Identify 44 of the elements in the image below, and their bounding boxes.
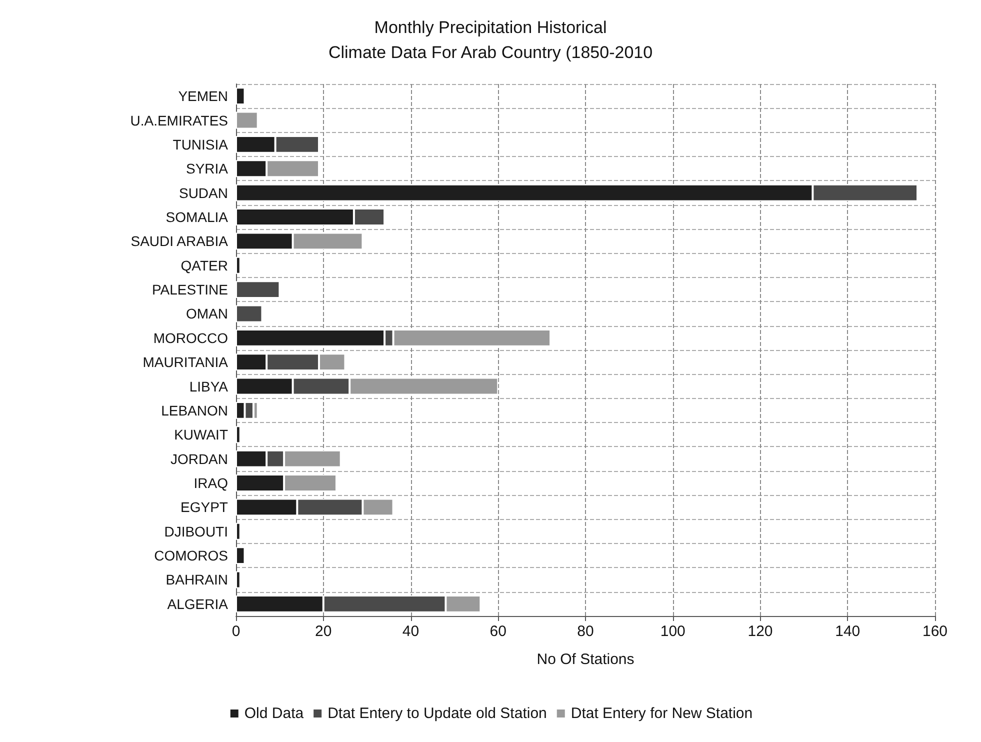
x-tick-label: 100 [660,623,686,640]
y-tick-label: IRAQ [194,475,228,491]
bar [236,88,245,105]
y-tick-label: BAHRAIN [166,572,228,588]
bar [236,571,240,588]
y-tick-label: SYRIA [186,160,229,177]
x-tick-label: 0 [232,623,240,640]
x-axis-title: No Of Stations [536,651,634,668]
x-tick-label: 20 [315,623,332,640]
y-tick-label: U.A.EMIRATES [130,112,228,128]
y-tick-label: ALGERIA [167,596,229,612]
bar [236,547,245,564]
bar [236,112,258,129]
y-tick-label: TUNISIA [172,136,229,152]
y-tick-label: DJIBOUTI [164,523,228,540]
bar [236,426,240,444]
bar [236,256,240,274]
x-tick-label: 80 [577,623,594,640]
y-tick-label: KUWAIT [174,426,228,443]
legend-label: Old Data [244,705,304,722]
y-tick-label: MOROCCO [153,330,228,346]
legend-label: Dtat Entery for New Station [570,705,753,722]
x-tick-label: 160 [922,623,948,640]
chart-subtitle: Climate Data For Arab Country (1850-2010 [328,43,653,62]
y-tick-label: OMAN [186,306,228,322]
y-tick-label: COMOROS [154,548,228,564]
chart-title: Monthly Precipitation Historical [374,18,607,37]
y-tick-label: QATER [180,257,228,274]
y-tick-label: LIBYA [189,378,229,394]
y-tick-label: SAUDI ARABIA [130,233,229,250]
x-tick-label: 60 [490,623,506,640]
y-tick-label: YEMEN [178,88,228,104]
legend-label: Dtat Entery to Update old Station [328,705,547,722]
x-tick-label: 40 [402,623,420,640]
x-tick-label: 120 [748,623,773,640]
y-tick-label: EGYPT [180,499,228,516]
y-tick-label: JORDAN [170,450,228,467]
y-tick-label: PALESTINE [152,282,228,298]
y-tick-label: SOMALIA [166,209,229,225]
y-tick-label: LEBANON [161,402,228,418]
x-tick-label: 140 [835,623,860,640]
y-tick-label: MAURITANIA [142,354,229,370]
y-tick-label: SUDAN [178,184,228,201]
bar [236,522,240,540]
